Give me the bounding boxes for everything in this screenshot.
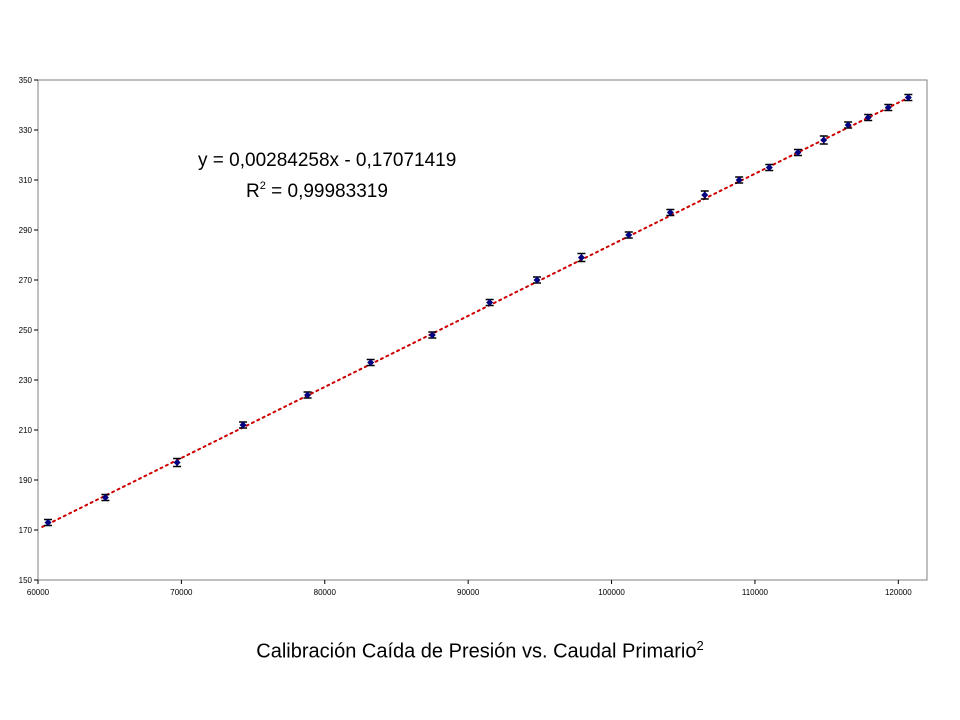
data-marker [701,191,709,199]
r-squared-value: = 0,99983319 [266,181,388,202]
data-marker [533,276,541,284]
trendline-line [41,95,911,528]
data-point [666,208,675,217]
data-marker [304,391,312,399]
data-point [624,231,633,239]
y-tick-label: 350 [19,76,33,85]
data-point [844,121,853,129]
y-tick-label: 190 [19,476,33,485]
data-point [884,103,893,112]
data-marker [239,421,247,429]
data-marker [735,176,743,184]
data-point [428,331,437,339]
y-tick-label: 330 [19,126,33,135]
y-tick-label: 230 [19,376,33,385]
caption-superscript: 2 [696,638,704,653]
x-tick-label: 70000 [170,588,193,597]
data-marker [101,494,109,501]
y-tick-label: 150 [19,576,33,585]
data-point [101,493,110,502]
x-tick-label: 80000 [314,588,337,597]
data-marker [44,519,52,526]
r-squared-label: R2 = 0,99983319 [246,180,388,202]
data-point [239,421,248,429]
chart-caption: Calibración Caída de Presión vs. Caudal … [0,638,960,664]
data-series [44,93,913,527]
data-point [819,135,828,145]
data-marker [367,359,375,366]
data-point [793,148,802,157]
data-point [765,163,774,172]
data-marker [844,121,852,129]
data-marker [577,254,585,261]
x-tick-label: 60000 [27,588,50,597]
data-marker [173,459,181,466]
caption-text: Calibración Caída de Presión vs. Caudal … [256,640,697,663]
data-marker [904,94,912,101]
data-marker [794,149,802,156]
data-marker [765,164,773,171]
data-point [303,391,312,399]
plot-area-frame [37,79,928,581]
y-tick-label: 210 [19,426,33,435]
data-point [864,113,873,122]
y-tick-label: 290 [19,226,33,235]
y-tick-label: 270 [19,276,33,285]
data-marker [625,231,633,239]
axes: 150 170 190 210 230 250 270 290 310 330 350 60000 70… [19,76,913,597]
r-squared-exponent: 2 [260,180,266,192]
data-point [532,276,541,284]
data-point [485,298,494,307]
data-point [700,190,709,200]
y-tick-label: 170 [19,526,33,535]
data-marker [666,209,674,216]
data-point [44,518,53,527]
x-tick-label: 110000 [742,588,769,597]
data-marker [486,299,494,306]
trendline [41,95,911,528]
data-point [577,252,586,263]
y-tick-label: 250 [19,326,33,335]
x-tick-label: 100000 [598,588,625,597]
r-squared-r: R [246,181,260,202]
x-tick-label: 120000 [885,588,912,597]
data-marker [884,104,892,111]
data-marker [428,331,436,339]
y-tick-label: 310 [19,176,33,185]
data-point [173,457,182,468]
data-marker [864,114,872,121]
data-point [904,93,913,102]
trendline-equation: y = 0,00284258x - 0,17071419 [198,150,456,171]
x-tick-label: 90000 [457,588,480,597]
data-point [366,358,375,367]
data-marker [820,136,828,144]
data-point [735,176,744,184]
